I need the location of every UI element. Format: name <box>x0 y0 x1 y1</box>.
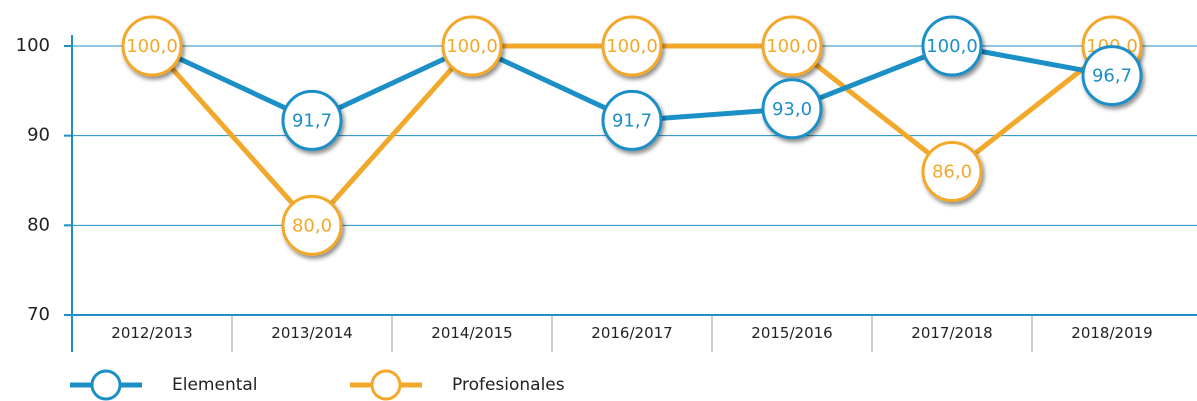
marker <box>601 15 663 77</box>
legend-label: Elemental <box>172 375 258 395</box>
data-label: 91,7 <box>612 110 652 131</box>
legend-label: Profesionales <box>452 375 565 395</box>
data-label: 93,0 <box>772 99 812 120</box>
x-tick-label: 2017/2018 <box>911 324 992 342</box>
data-label: 100,0 <box>606 36 658 57</box>
data-label: 80,0 <box>292 215 332 236</box>
data-label: 91,7 <box>292 110 332 131</box>
y-tick-label: 90 <box>27 125 50 146</box>
marker <box>1081 45 1143 107</box>
marker <box>761 78 823 140</box>
data-label: 100,0 <box>926 36 978 57</box>
marker <box>761 15 823 77</box>
x-tick-label: 2015/2016 <box>751 324 832 342</box>
data-label: 100,0 <box>766 36 818 57</box>
x-tick-label: 2014/2015 <box>431 324 512 342</box>
y-tick-label: 100 <box>16 35 50 56</box>
y-tick-label: 80 <box>27 214 50 235</box>
legend-marker <box>370 369 402 401</box>
marker <box>921 15 983 77</box>
x-tick-label: 2013/2014 <box>271 324 352 342</box>
marker <box>281 89 343 151</box>
data-label: 100,0 <box>126 36 178 57</box>
data-label: 86,0 <box>932 162 972 183</box>
marker <box>601 89 663 151</box>
x-tick-label: 2016/2017 <box>591 324 672 342</box>
x-tick-label: 2018/2019 <box>1071 324 1152 342</box>
marker <box>121 15 183 77</box>
x-tick-label: 2012/2013 <box>111 324 192 342</box>
marker <box>281 194 343 256</box>
marker <box>441 15 503 77</box>
data-label: 100,0 <box>446 36 498 57</box>
data-label: 96,7 <box>1092 66 1132 87</box>
y-tick-label: 70 <box>27 304 50 325</box>
marker <box>921 141 983 203</box>
legend-marker <box>90 369 122 401</box>
